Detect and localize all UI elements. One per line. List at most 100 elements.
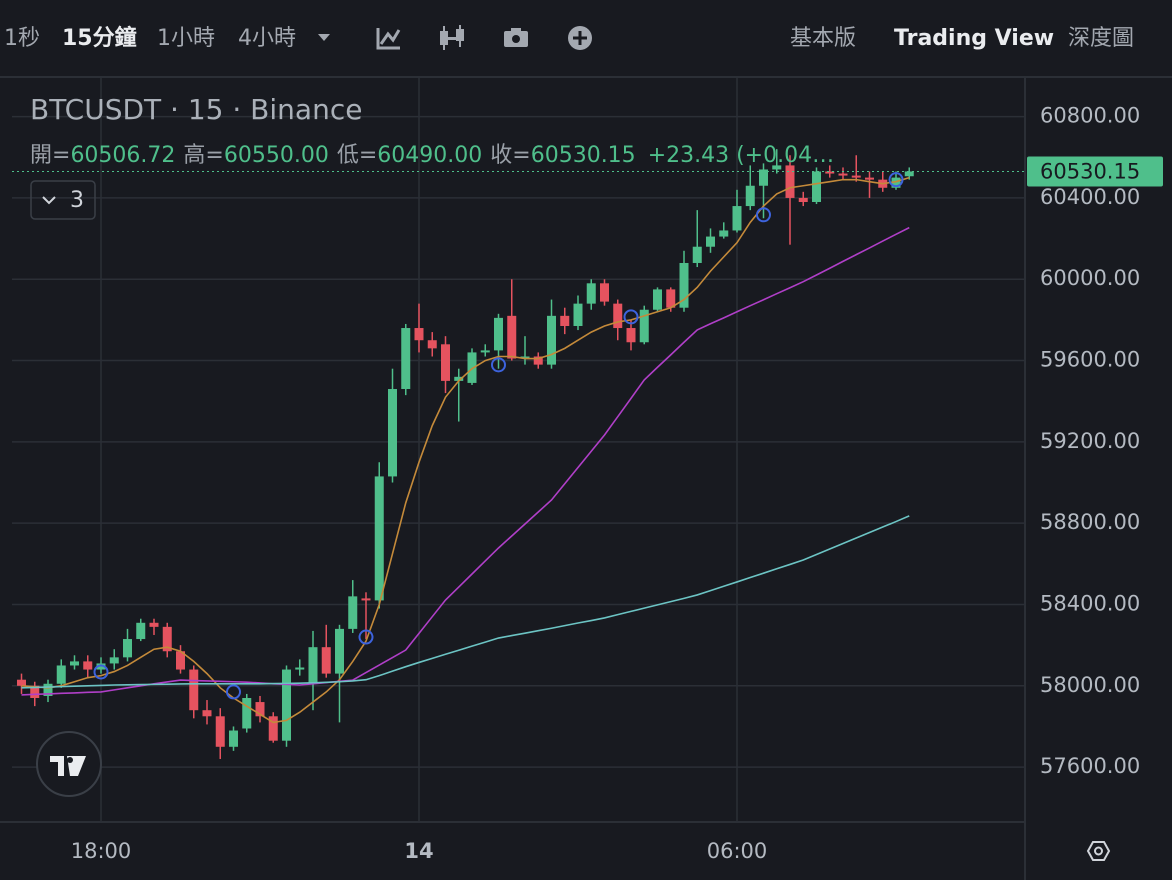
candle-body — [401, 328, 411, 390]
moving-average-line — [21, 226, 910, 696]
signal-marker — [358, 629, 374, 645]
moving-average-line — [21, 515, 910, 689]
view-tab[interactable]: 基本版 — [790, 26, 856, 51]
candle-body — [321, 647, 331, 674]
candle-body — [123, 639, 132, 658]
y-tick-label: 60800.00 — [1040, 104, 1140, 128]
candle-body — [176, 651, 185, 670]
candle-body — [759, 169, 768, 186]
candle-body — [626, 328, 636, 343]
interval[interactable]: 4小時 — [238, 26, 296, 51]
ohlc-part: 60506.72 — [70, 143, 175, 168]
symbol-title: BTCUSDT · 15 · Binance — [30, 93, 362, 126]
candle-body — [427, 340, 437, 349]
candle-body — [560, 315, 570, 326]
candle-body — [467, 352, 477, 383]
y-tick-label: 57600.00 — [1040, 754, 1140, 778]
dropdown-icon[interactable] — [318, 34, 330, 41]
indicator-icon[interactable] — [376, 28, 401, 50]
settings-icon-core[interactable] — [1094, 846, 1103, 856]
candle-body — [613, 303, 623, 329]
candle-body — [838, 173, 848, 176]
interval[interactable]: 1秒 — [4, 26, 40, 51]
indicator-count[interactable]: 3 — [70, 188, 84, 213]
last-price-tag — [1027, 156, 1163, 187]
candle-body — [547, 315, 556, 365]
y-tick-label: 58400.00 — [1040, 591, 1140, 615]
candle-body — [732, 206, 742, 231]
candle-body — [891, 177, 901, 188]
ohlc-part: 開= — [30, 143, 70, 168]
plot — [17, 149, 914, 759]
ohlc-strip: 開=60506.72 高=60550.00 低=60490.00 收=60530.15… — [30, 143, 834, 168]
candle-body — [639, 309, 649, 343]
candle-body — [109, 657, 119, 664]
signal-marker — [756, 207, 771, 223]
candle-body — [96, 663, 106, 670]
signal-marker — [226, 684, 241, 700]
candle-body — [255, 702, 265, 717]
candle-body — [189, 669, 199, 711]
candle-body — [335, 628, 344, 674]
interval[interactable]: 1小時 — [157, 26, 215, 51]
view-tab[interactable]: 深度圖 — [1068, 26, 1134, 51]
candle-body — [374, 476, 384, 601]
candle-body — [600, 283, 609, 302]
settings-icon[interactable] — [1086, 841, 1111, 861]
candle-body — [70, 661, 79, 666]
candle-body — [454, 376, 464, 381]
ohlc-part: 高= — [183, 143, 223, 168]
candle-body — [83, 661, 93, 670]
candle-body — [507, 315, 517, 359]
candle-body — [56, 665, 66, 684]
candle-body — [851, 175, 861, 178]
indicator-toggle[interactable] — [30, 180, 96, 220]
candle-body — [136, 622, 146, 640]
candle-body — [242, 698, 252, 729]
candle-body — [308, 647, 318, 684]
logo[interactable] — [36, 731, 102, 797]
x-tick-label: 18:00 — [71, 839, 132, 863]
candle-body — [414, 328, 424, 341]
grid — [12, 78, 1025, 822]
signal-marker — [491, 357, 506, 373]
candle-icon[interactable] — [440, 25, 464, 50]
add-icon[interactable] — [568, 26, 592, 50]
candle-body — [215, 716, 225, 747]
candle-body — [17, 679, 26, 686]
candle-body — [388, 389, 397, 477]
candle-body — [43, 683, 53, 696]
candle-body — [520, 356, 530, 359]
candle-body — [653, 289, 662, 310]
candle-body — [772, 165, 782, 170]
interval-active[interactable]: 15分鐘 — [62, 25, 137, 51]
candle-body — [865, 177, 874, 180]
candle-body — [706, 236, 715, 247]
signal-marker — [623, 309, 639, 325]
chevron-icon[interactable] — [42, 196, 56, 205]
view-tab-active[interactable]: Trading View — [894, 26, 1054, 51]
candle-body — [229, 730, 238, 747]
candle-body — [904, 171, 914, 177]
y-tick-label: 59600.00 — [1040, 348, 1140, 372]
candle-body — [666, 289, 676, 308]
ohlc-part: 收= — [490, 143, 530, 168]
candle-body — [586, 283, 596, 304]
ohlc-part: 低= — [337, 143, 377, 168]
x-tick-label: 14 — [404, 839, 433, 863]
candle-body — [282, 669, 291, 741]
last-price-label: 60530.15 — [1040, 159, 1140, 183]
camera-icon[interactable] — [504, 28, 528, 47]
x-tick-label: 06:00 — [707, 839, 768, 863]
candle-body — [692, 246, 702, 263]
candle-body — [441, 344, 450, 381]
signal-marker — [93, 664, 109, 680]
y-tick-label: 60000.00 — [1040, 266, 1140, 290]
candle-body — [30, 685, 40, 698]
candle-body — [573, 303, 583, 326]
candle-body — [295, 667, 305, 670]
candle-body — [268, 716, 278, 741]
candle-body — [533, 356, 543, 365]
